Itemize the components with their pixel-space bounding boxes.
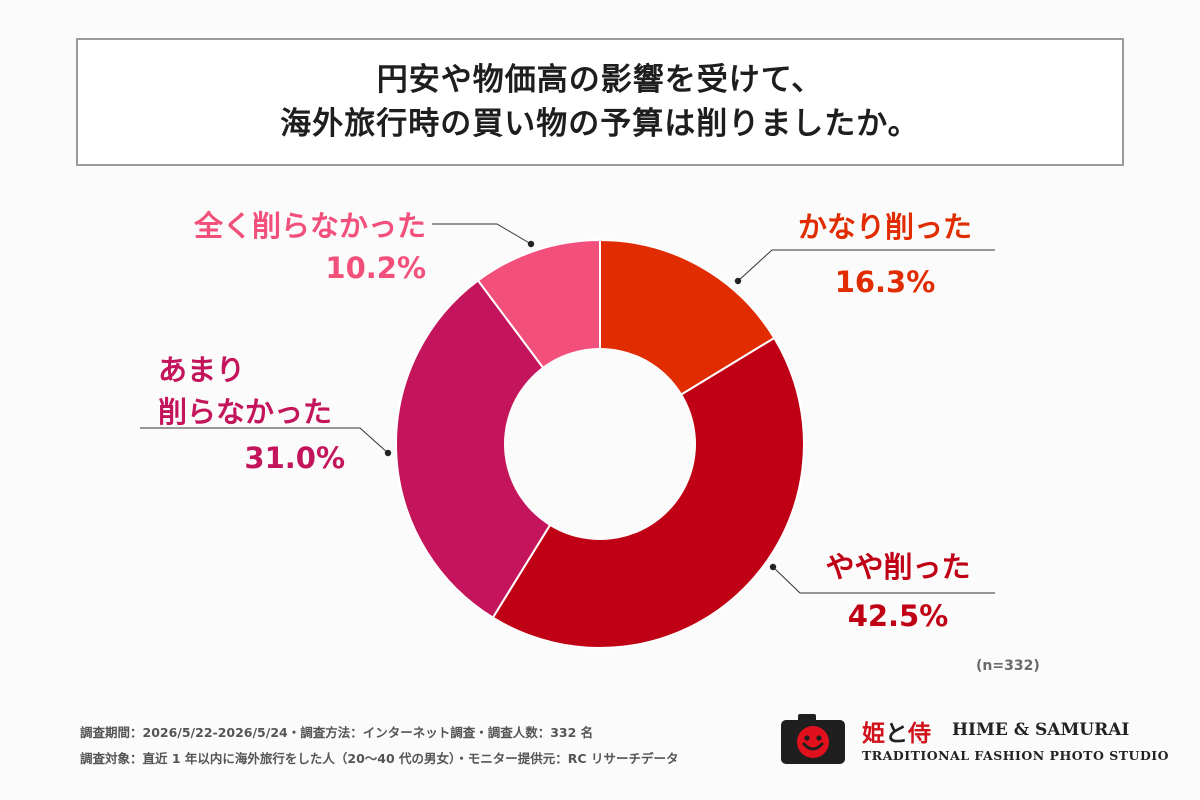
camera-smiley-icon (781, 714, 845, 764)
leader-line-0 (737, 249, 995, 282)
brand-logo: 姫と侍 HIME & SAMURAI TRADITIONAL FASHION P… (780, 712, 1169, 768)
slice-value-0: 16.3% (835, 265, 936, 299)
chart-title-line-2: 海外旅行時の買い物の予算は削りましたか。 (280, 106, 920, 142)
slice-label-0: かなり削った (798, 210, 972, 244)
survey-footnote-2: 調査対象：直近 1 年以内に海外旅行をした人（20〜40 代の男女）・モニター提… (80, 751, 679, 766)
leader-dot-2 (384, 449, 392, 457)
donut-hole (504, 348, 696, 540)
leader-line-1 (772, 566, 995, 594)
slice-label-2-line-0: あまり (158, 353, 245, 387)
logo-name: HIME & SAMURAI (952, 720, 1130, 740)
chart-title-line-1: 円安や物価高の影響を受けて、 (376, 62, 824, 98)
slice-value-1: 42.5% (848, 599, 949, 633)
slice-label-3: 全く削らなかった (193, 209, 426, 243)
logo-kanji: 姫と侍 (862, 720, 931, 747)
leader-dot-1 (769, 563, 777, 571)
leader-line-3 (432, 223, 532, 245)
slice-2 (395, 279, 602, 619)
slice-value-2: 31.0% (244, 441, 345, 475)
leader-dot-0 (734, 277, 742, 285)
survey-footnote-1: 調査期間：2026/5/22-2026/5/24・調査方法：インターネット調査・… (80, 725, 594, 740)
slice-label-1: やや削った (825, 550, 970, 584)
leader-lines (140, 223, 995, 594)
leader-dot-3 (527, 240, 535, 248)
sample-size: (n=332) (976, 658, 1040, 674)
leader-line-2 (140, 427, 389, 454)
slice-value-3: 10.2% (325, 251, 426, 285)
logo-tagline: TRADITIONAL FASHION PHOTO STUDIO (862, 748, 1170, 763)
slice-label-2-line-1: 削らなかった (158, 395, 332, 429)
title-box: 円安や物価高の影響を受けて、 海外旅行時の買い物の予算は削りましたか。 (76, 38, 1124, 166)
